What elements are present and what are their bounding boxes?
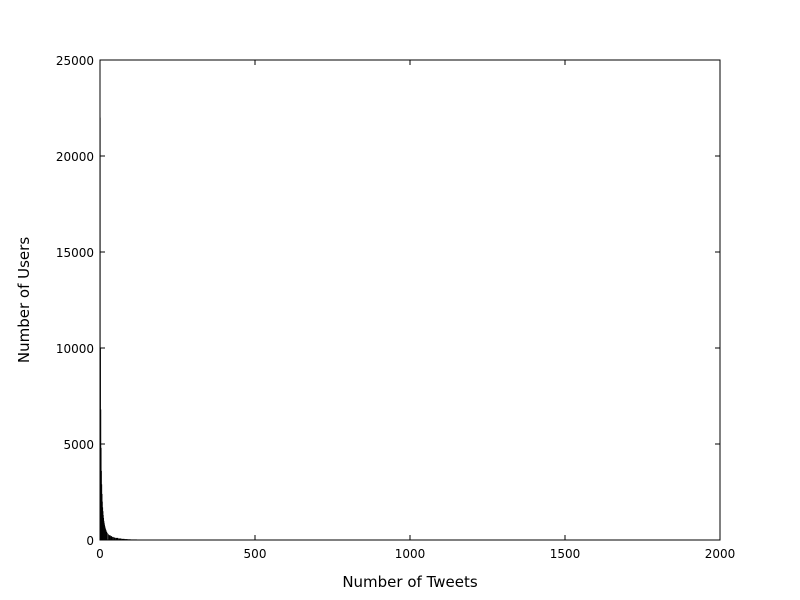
bar bbox=[105, 529, 107, 540]
bar bbox=[108, 534, 109, 540]
bar bbox=[103, 515, 104, 540]
bar bbox=[103, 517, 105, 540]
bar bbox=[115, 537, 119, 540]
bar bbox=[108, 535, 111, 540]
bar bbox=[105, 530, 107, 540]
bar bbox=[102, 501, 103, 540]
bar bbox=[118, 538, 122, 540]
bar bbox=[112, 536, 114, 540]
bar bbox=[101, 493, 103, 540]
bar bbox=[113, 537, 116, 540]
y-tick-label: 10000 bbox=[56, 342, 94, 356]
bar bbox=[106, 531, 108, 540]
x-tick-label: 0 bbox=[96, 547, 104, 561]
x-tick-label: 2000 bbox=[705, 547, 736, 561]
bar bbox=[105, 528, 106, 540]
y-tick-label: 0 bbox=[86, 534, 94, 548]
bar bbox=[107, 533, 109, 540]
bar bbox=[104, 527, 106, 540]
bar bbox=[104, 524, 105, 540]
bar bbox=[101, 484, 103, 540]
bar bbox=[103, 520, 105, 540]
bar bbox=[104, 522, 105, 540]
bar bbox=[102, 507, 104, 540]
bar bbox=[102, 511, 104, 540]
y-tick-label: 15000 bbox=[56, 246, 94, 260]
x-axis-label: Number of Tweets bbox=[342, 573, 478, 591]
y-tick-label: 20000 bbox=[56, 150, 94, 164]
bar bbox=[101, 470, 102, 540]
y-axis-label: Number of Users bbox=[15, 237, 33, 363]
bar bbox=[104, 526, 106, 540]
plot-background bbox=[100, 60, 720, 540]
plot-frame bbox=[99, 59, 721, 541]
x-axis-ticks: 0 500 1000 1500 2000 bbox=[96, 60, 735, 561]
bar bbox=[110, 536, 113, 540]
x-tick-label: 1000 bbox=[395, 547, 426, 561]
bar bbox=[121, 538, 125, 540]
y-tick-label: 5000 bbox=[63, 438, 94, 452]
bar bbox=[100, 447, 102, 540]
bar bbox=[107, 532, 108, 540]
y-axis-ticks: 0 5000 10000 15000 20000 25000 bbox=[56, 54, 720, 548]
x-tick-label: 500 bbox=[244, 547, 267, 561]
bar bbox=[100, 409, 102, 540]
x-tick-label: 1500 bbox=[550, 547, 581, 561]
y-tick-label: 25000 bbox=[56, 54, 94, 68]
